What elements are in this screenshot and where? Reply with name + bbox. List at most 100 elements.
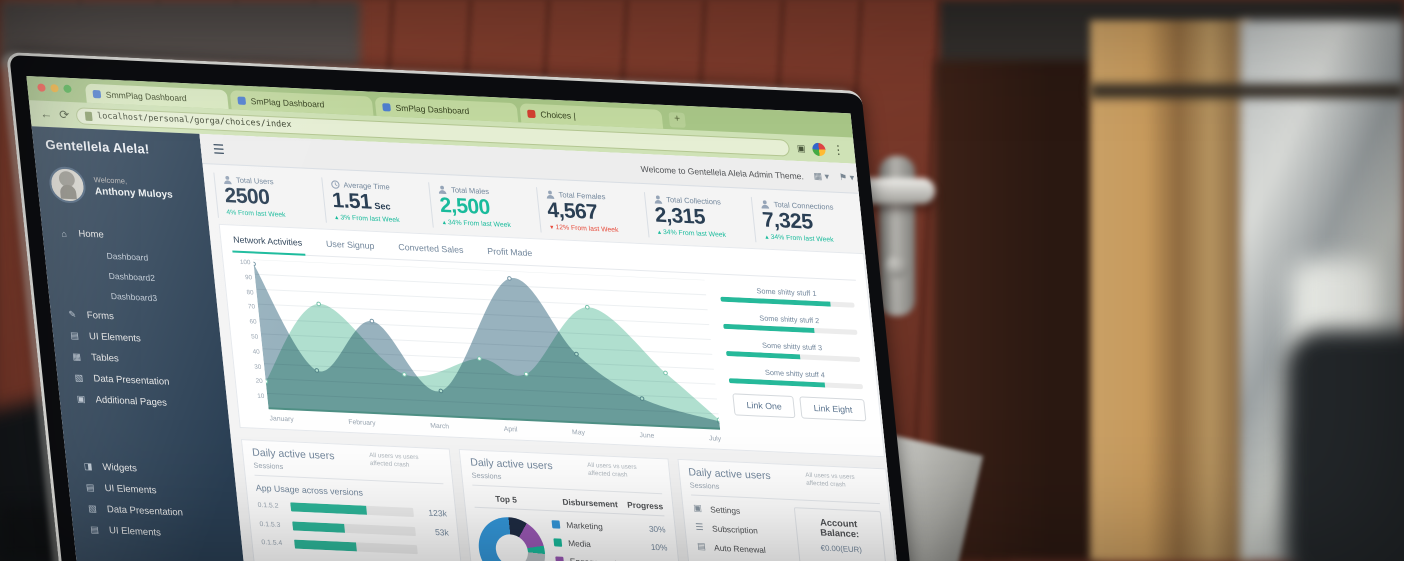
y-tick-label: 70	[247, 303, 256, 312]
menu-toggle-icon[interactable]: ☰	[212, 140, 226, 157]
sidebar-item-icon: ▣	[76, 393, 86, 404]
sidebar-menu-secondary: ◨ Widgets ▤ UI Elements ▧	[65, 447, 243, 555]
notifications-dropdown-icon[interactable]: ⚑ ▾	[838, 171, 855, 183]
stat-value: 2500	[223, 184, 271, 210]
account-balance-amount: €0.00(EUR)	[820, 543, 863, 555]
usage-value: 53k	[434, 527, 450, 538]
browser-profile-avatar[interactable]	[811, 142, 827, 156]
page-icon	[84, 111, 93, 121]
sidebar-item-label: UI Elements	[104, 482, 158, 497]
settings-list-item[interactable]: ▤ Auto Renewal	[696, 541, 791, 556]
usage-progress-track	[290, 501, 415, 517]
network-activities-card: Network Activities User Signup Converted…	[218, 223, 886, 458]
apps-dropdown-icon[interactable]: ▦ ▾	[813, 170, 830, 182]
navbar-welcome-text: Welcome to Gentellela Alela Admin Theme.	[640, 163, 805, 181]
sidebar-item-label: Dashboard	[106, 250, 149, 263]
donut-legend-row: Engagement 20%	[555, 556, 670, 561]
legend-progress-fill	[725, 351, 801, 360]
chart-tab[interactable]: Network Activities	[230, 229, 306, 256]
tab-favicon-icon	[526, 109, 536, 118]
settings-list-item[interactable]: ☰ Subscription	[694, 522, 789, 537]
legend-percent: 30%	[648, 523, 667, 535]
col-top5: Top 5	[494, 493, 518, 505]
zoom-window-button[interactable]	[63, 84, 72, 94]
panel-note: All users vs users affected crash	[368, 452, 419, 469]
y-tick-label: 50	[250, 333, 259, 341]
user-icon	[653, 194, 663, 204]
panel-title: Daily active users	[687, 466, 772, 483]
stat-tile: Total Users 2500 ▲▼4% From last Week	[213, 172, 326, 223]
stat-value: 2,315	[653, 203, 707, 229]
extension-icon[interactable]: ▣	[796, 142, 806, 153]
sidebar-item-icon: ▧	[87, 503, 98, 514]
settings-item-icon: ▤	[696, 540, 707, 552]
sidebar-item-icon: ◨	[83, 460, 93, 472]
link-one-button[interactable]: Link One	[732, 393, 796, 419]
donut-legend: Marketing 30% Media 10	[551, 519, 672, 561]
sidebar-item-icon: ✎	[68, 309, 77, 320]
donut-legend-row: Media 10%	[553, 537, 668, 553]
stat-tile: Total Connections 7,325 ▲▼34% From last …	[751, 196, 864, 248]
chart-tab[interactable]: Converted Sales	[397, 242, 464, 256]
chart-tab[interactable]: Profit Made	[486, 246, 533, 259]
legend-progress-fill	[720, 296, 831, 307]
trend-up-icon: ▲	[333, 215, 340, 222]
chart-tab[interactable]: User Signup	[325, 238, 375, 252]
minimize-window-button[interactable]	[50, 84, 59, 93]
tab-title: Choices |	[539, 108, 577, 121]
stat-unit: Sec	[373, 200, 391, 212]
sidebar-item-label: Tables	[90, 352, 120, 365]
legend-progress-row: Some shitty stuff 1	[719, 285, 855, 308]
usage-progress-fill	[294, 539, 357, 552]
y-tick-label: 30	[253, 363, 262, 371]
panel-subtitle: Sessions	[253, 460, 284, 472]
back-icon[interactable]: ←	[39, 106, 53, 122]
trend-up-icon: ▲	[441, 220, 448, 227]
x-tick-label: April	[503, 426, 518, 434]
settings-item-icon: ☰	[694, 521, 705, 533]
user-name: Anthony Muloys	[94, 186, 174, 201]
link-eight-button[interactable]: Link Eight	[799, 396, 867, 422]
new-tab-button[interactable]: +	[668, 112, 686, 128]
sidebar-item-label: Dashboard3	[110, 290, 158, 304]
sidebar-item-icon: ▤	[69, 330, 80, 341]
sidebar-item-label: Data Presentation	[106, 504, 184, 519]
tab-title: SmPlag Dashboard	[394, 102, 470, 116]
stat-value: 2,500	[438, 193, 491, 220]
panel-title: Daily active users	[251, 446, 336, 463]
disbursement-panel: Daily active users Sessions All users vs…	[458, 449, 684, 561]
stat-unit	[272, 196, 273, 206]
main-content: ☰ Welcome to Gentellela Alela Admin Them…	[199, 133, 926, 561]
settings-list-item[interactable]: ▣ Settings	[692, 503, 787, 518]
donut-legend-row: Marketing 30%	[551, 519, 667, 535]
sidebar-item-label: Widgets	[102, 461, 138, 475]
stat-unit	[815, 221, 816, 231]
x-tick-label: May	[571, 429, 586, 437]
app-usage-title: App Usage across versions	[255, 482, 364, 498]
user-icon	[223, 175, 233, 185]
cabinet-shelf-line	[1090, 84, 1404, 98]
sidebar-item-label: UI Elements	[108, 525, 162, 539]
stat-value: 4,567	[546, 198, 599, 225]
legend-category: Engagement	[569, 556, 647, 561]
sidebar-item-label: Forms	[86, 309, 115, 323]
x-tick-label: June	[639, 432, 655, 440]
refresh-icon[interactable]: ⟳	[58, 107, 70, 122]
legend-progress-row: Some shitty stuff 4	[728, 366, 864, 390]
y-tick-label: 90	[244, 273, 253, 282]
sidebar-item-icon: ▤	[89, 524, 100, 535]
col-disbursement: Disbursement	[561, 496, 619, 510]
stat-unit	[708, 216, 709, 226]
sidebar-menu: ⌂ Home Dashboard	[41, 214, 230, 425]
browser-menu-icon[interactable]: ⋮	[831, 142, 846, 158]
close-window-button[interactable]	[37, 83, 46, 92]
user-profile: Welcome, Anthony Muloys	[35, 159, 208, 221]
usage-progress-track	[292, 521, 417, 536]
version-label: 0.1.5.2	[257, 501, 279, 510]
sidebar-item-label: UI Elements	[88, 331, 142, 345]
account-balance-title: Account Balance:	[819, 517, 860, 540]
sidebar-item-label: Data Presentation	[92, 373, 171, 388]
x-tick-label: January	[269, 415, 295, 424]
app-usage-row: 0.1.5.3 53k	[259, 519, 449, 538]
